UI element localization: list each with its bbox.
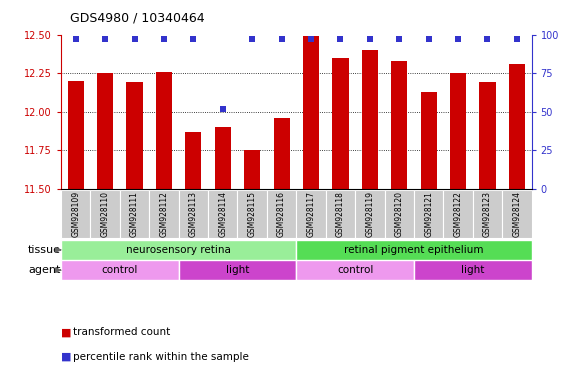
Bar — [127, 83, 142, 189]
Bar — [67, 81, 84, 189]
Text: GDS4980 / 10340464: GDS4980 / 10340464 — [70, 12, 205, 25]
Text: GSM928124: GSM928124 — [512, 191, 521, 237]
Bar — [185, 132, 202, 189]
Text: tissue: tissue — [28, 245, 61, 255]
Text: control: control — [102, 265, 138, 275]
Text: retinal pigment epithelium: retinal pigment epithelium — [344, 245, 484, 255]
Bar — [450, 73, 466, 189]
Text: GSM928122: GSM928122 — [454, 192, 462, 237]
Text: GSM928114: GSM928114 — [218, 191, 227, 237]
Bar — [421, 92, 437, 189]
Point — [218, 106, 227, 112]
Text: GSM928121: GSM928121 — [424, 192, 433, 237]
FancyBboxPatch shape — [296, 240, 532, 260]
Text: light: light — [226, 265, 249, 275]
Text: GSM928119: GSM928119 — [365, 191, 374, 237]
Text: ■: ■ — [61, 327, 71, 337]
Text: GSM928117: GSM928117 — [307, 191, 315, 237]
Text: GSM928115: GSM928115 — [248, 191, 257, 237]
FancyBboxPatch shape — [120, 190, 149, 238]
FancyBboxPatch shape — [61, 260, 179, 280]
FancyBboxPatch shape — [149, 190, 179, 238]
Text: light: light — [461, 265, 485, 275]
FancyBboxPatch shape — [91, 190, 120, 238]
Text: GSM928112: GSM928112 — [159, 192, 168, 237]
FancyBboxPatch shape — [355, 190, 385, 238]
FancyBboxPatch shape — [61, 190, 91, 238]
Text: agent: agent — [28, 265, 61, 275]
FancyBboxPatch shape — [296, 260, 414, 280]
Text: GSM928118: GSM928118 — [336, 192, 345, 237]
Bar — [303, 36, 319, 189]
Point — [71, 36, 80, 42]
Bar — [391, 61, 407, 189]
Point — [159, 36, 168, 42]
FancyBboxPatch shape — [61, 240, 296, 260]
FancyBboxPatch shape — [414, 260, 532, 280]
Bar — [332, 58, 349, 189]
Bar — [244, 151, 260, 189]
Text: GSM928109: GSM928109 — [71, 191, 80, 237]
Point — [130, 36, 139, 42]
Text: GSM928120: GSM928120 — [394, 191, 404, 237]
Bar — [274, 118, 290, 189]
Point — [512, 36, 522, 42]
FancyBboxPatch shape — [385, 190, 414, 238]
FancyBboxPatch shape — [414, 190, 443, 238]
Text: neurosensory retina: neurosensory retina — [126, 245, 231, 255]
Point — [189, 36, 198, 42]
FancyBboxPatch shape — [326, 190, 355, 238]
FancyBboxPatch shape — [179, 190, 208, 238]
Text: GSM928113: GSM928113 — [189, 191, 198, 237]
FancyBboxPatch shape — [238, 190, 267, 238]
Point — [336, 36, 345, 42]
Bar — [509, 64, 525, 189]
Bar — [156, 72, 172, 189]
Point — [394, 36, 404, 42]
Text: control: control — [337, 265, 374, 275]
Text: transformed count: transformed count — [73, 327, 170, 337]
Text: GSM928123: GSM928123 — [483, 191, 492, 237]
Text: GSM928110: GSM928110 — [101, 191, 110, 237]
FancyBboxPatch shape — [443, 190, 473, 238]
Point — [453, 36, 462, 42]
Point — [306, 36, 315, 42]
Point — [277, 36, 286, 42]
FancyBboxPatch shape — [296, 190, 326, 238]
Text: GSM928111: GSM928111 — [130, 192, 139, 237]
Bar — [215, 127, 231, 189]
Bar — [97, 73, 113, 189]
Bar — [362, 50, 378, 189]
Text: ■: ■ — [61, 352, 71, 362]
Point — [101, 36, 110, 42]
Text: percentile rank within the sample: percentile rank within the sample — [73, 352, 249, 362]
Point — [248, 36, 257, 42]
FancyBboxPatch shape — [179, 260, 296, 280]
Point — [424, 36, 433, 42]
Point — [365, 36, 375, 42]
Point — [483, 36, 492, 42]
FancyBboxPatch shape — [208, 190, 238, 238]
FancyBboxPatch shape — [502, 190, 532, 238]
Bar — [479, 83, 496, 189]
FancyBboxPatch shape — [473, 190, 502, 238]
Text: GSM928116: GSM928116 — [277, 191, 286, 237]
FancyBboxPatch shape — [267, 190, 296, 238]
